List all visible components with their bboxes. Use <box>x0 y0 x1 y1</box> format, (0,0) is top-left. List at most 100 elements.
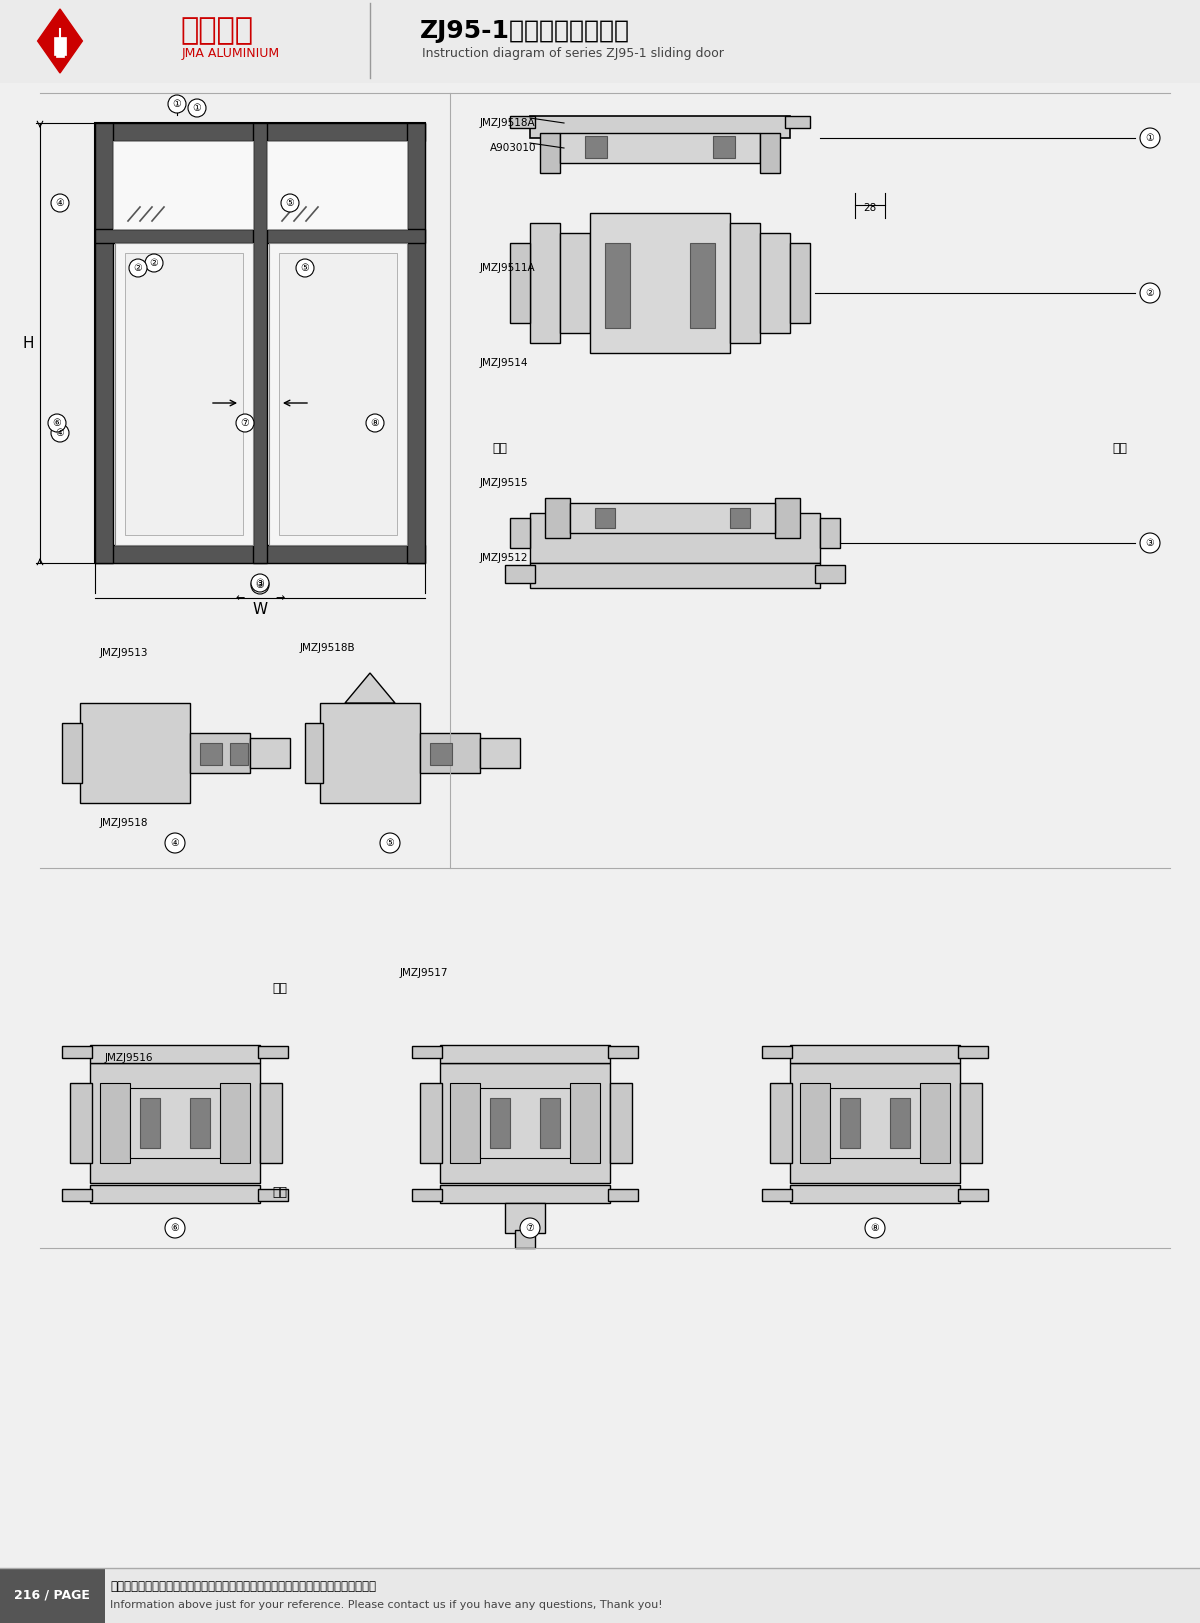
Text: A903010: A903010 <box>490 143 536 153</box>
Bar <box>320 703 420 803</box>
Text: JMZJ9511A: JMZJ9511A <box>480 263 535 273</box>
Text: ②: ② <box>150 258 158 268</box>
Bar <box>407 123 425 563</box>
Bar <box>505 565 535 583</box>
Text: ⑧: ⑧ <box>371 419 379 428</box>
Text: 室外: 室外 <box>272 1186 288 1199</box>
Circle shape <box>50 195 70 213</box>
Bar <box>115 243 253 545</box>
Text: ⑤: ⑤ <box>301 263 310 273</box>
Circle shape <box>520 1217 540 1238</box>
Bar <box>890 1099 910 1147</box>
Text: JMZJ9512: JMZJ9512 <box>480 553 528 563</box>
Bar <box>250 738 290 768</box>
Circle shape <box>166 833 185 854</box>
Text: ⑥: ⑥ <box>170 1224 179 1233</box>
Bar <box>920 1083 950 1164</box>
Text: JMZJ9513: JMZJ9513 <box>100 648 149 657</box>
Text: Instruction diagram of series ZJ95-1 sliding door: Instruction diagram of series ZJ95-1 sli… <box>422 47 724 60</box>
Bar <box>830 1087 920 1157</box>
Bar <box>54 37 66 55</box>
Bar <box>190 1099 210 1147</box>
Bar <box>690 243 715 328</box>
Bar <box>200 743 222 764</box>
Bar <box>140 1099 160 1147</box>
Text: ←: ← <box>235 592 245 604</box>
Bar <box>840 1099 860 1147</box>
Bar <box>570 1083 600 1164</box>
Text: 图中所示型材截面、装配、编号、尺寸及重量仅供参考。如有疑问，请向本公司查询。: 图中所示型材截面、装配、编号、尺寸及重量仅供参考。如有疑问，请向本公司查询。 <box>110 1579 376 1592</box>
Text: JMZJ9515: JMZJ9515 <box>480 479 528 489</box>
Bar <box>230 743 248 764</box>
Bar <box>62 1045 92 1058</box>
Bar <box>510 243 530 323</box>
Bar <box>95 123 425 563</box>
Bar <box>0 0 1200 83</box>
Bar <box>713 136 734 157</box>
Text: ③: ③ <box>256 579 264 591</box>
Bar <box>762 1045 792 1058</box>
Bar <box>510 115 535 128</box>
Bar <box>90 1185 260 1203</box>
Bar <box>775 498 800 537</box>
Bar <box>958 1190 988 1201</box>
Bar <box>260 1083 282 1164</box>
Bar <box>269 243 407 545</box>
Bar <box>608 1190 638 1201</box>
Circle shape <box>1140 532 1160 553</box>
Bar <box>95 545 425 563</box>
Text: ZJ95-1系列推拉门结构图: ZJ95-1系列推拉门结构图 <box>420 19 630 42</box>
Bar <box>605 243 630 328</box>
Polygon shape <box>346 674 395 703</box>
Bar <box>480 738 520 768</box>
Text: JMZJ9514: JMZJ9514 <box>480 359 528 368</box>
Text: H: H <box>23 336 34 351</box>
Bar <box>90 1063 260 1183</box>
Circle shape <box>281 195 299 213</box>
Bar <box>760 133 780 174</box>
Bar <box>545 498 570 537</box>
Bar <box>480 1087 570 1157</box>
Text: W: W <box>252 602 268 617</box>
Text: 坚美铝业: 坚美铝业 <box>180 16 253 45</box>
Bar <box>62 722 82 782</box>
Bar <box>190 734 250 773</box>
Circle shape <box>251 576 269 594</box>
Text: ⑦: ⑦ <box>526 1224 534 1233</box>
Circle shape <box>865 1217 886 1238</box>
Text: ④: ④ <box>55 198 65 208</box>
Bar <box>820 518 840 549</box>
Bar <box>560 234 590 333</box>
Bar <box>590 213 730 352</box>
Text: JMZJ9516: JMZJ9516 <box>106 1053 154 1063</box>
Text: ②: ② <box>133 263 143 273</box>
Bar <box>440 1185 610 1203</box>
Bar <box>770 1083 792 1164</box>
Text: ①: ① <box>193 102 202 114</box>
Bar <box>560 133 760 162</box>
Bar <box>530 513 820 563</box>
Circle shape <box>48 414 66 432</box>
Circle shape <box>145 255 163 273</box>
Bar <box>530 222 560 342</box>
Bar <box>610 1083 632 1164</box>
Circle shape <box>168 96 186 114</box>
Bar <box>0 0 1200 83</box>
Text: 28: 28 <box>863 203 877 213</box>
Bar <box>785 115 810 128</box>
Bar <box>0 0 1200 83</box>
Bar <box>540 1099 560 1147</box>
Bar <box>80 703 190 803</box>
Circle shape <box>130 260 148 278</box>
Bar <box>412 1045 442 1058</box>
Bar <box>100 1083 130 1164</box>
Bar <box>95 123 425 141</box>
Text: JMZJ9518B: JMZJ9518B <box>300 643 355 652</box>
Bar <box>258 1190 288 1201</box>
Text: →: → <box>275 592 284 604</box>
Bar <box>113 141 253 229</box>
Circle shape <box>366 414 384 432</box>
Bar <box>90 1045 260 1063</box>
Bar <box>440 1063 610 1183</box>
Bar <box>790 243 810 323</box>
